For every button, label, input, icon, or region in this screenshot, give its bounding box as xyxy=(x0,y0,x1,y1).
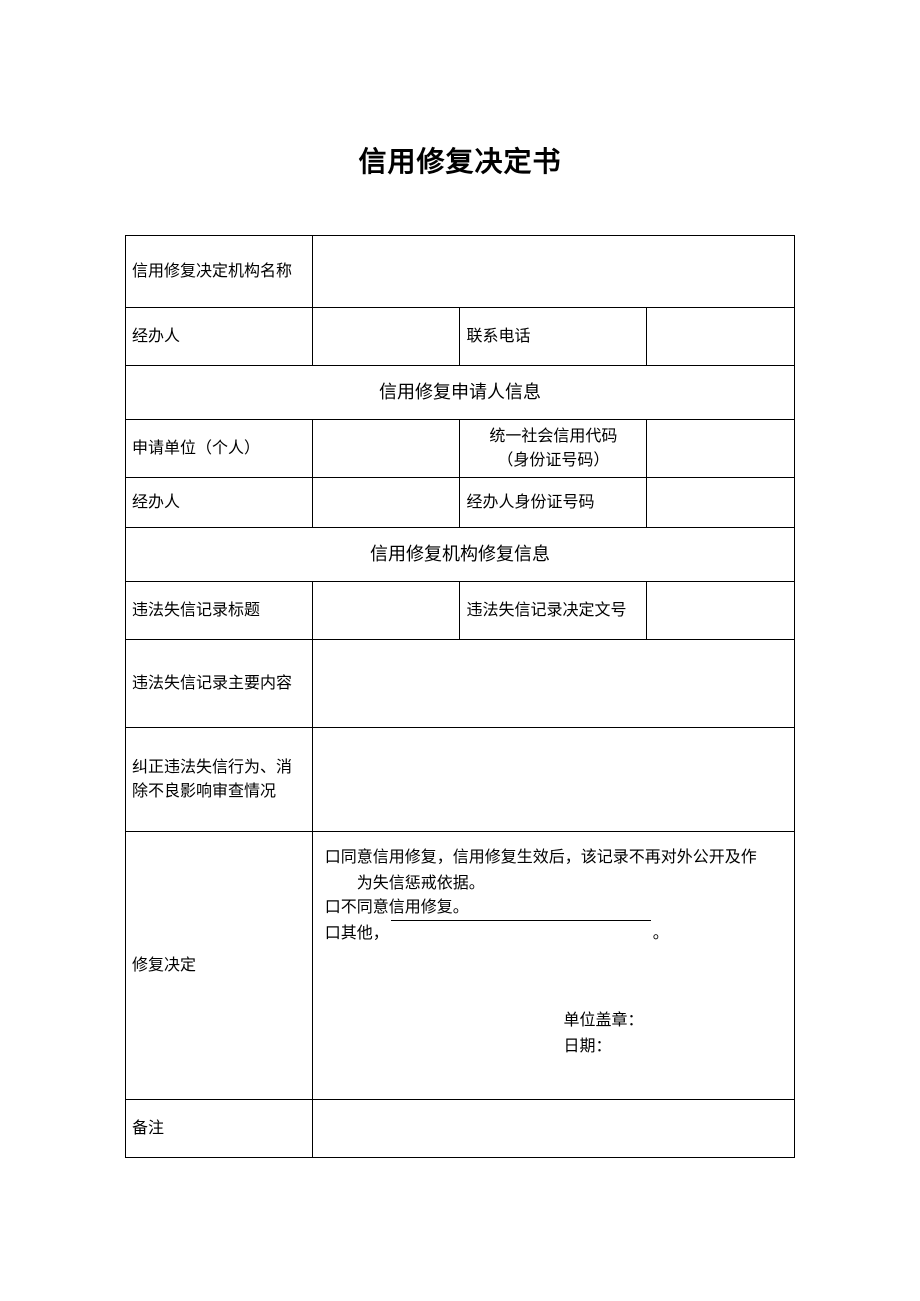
label-record-content: 违法失信记录主要内容 xyxy=(126,640,313,728)
form-table: 信用修复决定机构名称 经办人 联系电话 信用修复申请人信息 申请单位（个人） 统… xyxy=(125,235,795,1158)
label-credit-code-l1: 统一社会信用代码 xyxy=(466,425,640,449)
value-record-content[interactable] xyxy=(312,640,794,728)
value-org-name[interactable] xyxy=(312,236,794,308)
row-app-handler: 经办人 经办人身份证号码 xyxy=(126,478,795,528)
row-decision: 修复决定 口 同意信用修复，信用修复生效后，该记录不再对外公开及作 为失信惩戒依… xyxy=(126,832,795,1100)
opt-other-blank[interactable] xyxy=(391,920,651,921)
value-record-title[interactable] xyxy=(312,582,460,640)
row-handler: 经办人 联系电话 xyxy=(126,308,795,366)
opt-other-suffix: 。 xyxy=(653,922,669,946)
decision-option-agree[interactable]: 口 同意信用修复，信用修复生效后，该记录不再对外公开及作 xyxy=(325,846,784,870)
value-phone[interactable] xyxy=(647,308,795,366)
label-handler: 经办人 xyxy=(126,308,313,366)
value-app-handler[interactable] xyxy=(312,478,460,528)
section-applicant-info: 信用修复申请人信息 xyxy=(126,366,795,420)
stamp-label: 单位盖章： xyxy=(564,1008,784,1034)
checkbox-icon[interactable]: 口 xyxy=(325,922,341,946)
value-decision: 口 同意信用修复，信用修复生效后，该记录不再对外公开及作 为失信惩戒依据。 口 … xyxy=(312,832,794,1100)
document-title: 信用修复决定书 xyxy=(125,140,795,180)
label-credit-code: 统一社会信用代码 （身份证号码） xyxy=(460,420,647,478)
value-remark[interactable] xyxy=(312,1100,794,1158)
stamp-block: 单位盖章： 日期： xyxy=(564,1008,784,1059)
label-phone: 联系电话 xyxy=(460,308,647,366)
label-decision: 修复决定 xyxy=(126,832,313,1100)
section-repair-info: 信用修复机构修复信息 xyxy=(126,528,795,582)
label-record-title: 违法失信记录标题 xyxy=(126,582,313,640)
checkbox-icon[interactable]: 口 xyxy=(325,896,341,920)
label-org-name: 信用修复决定机构名称 xyxy=(126,236,313,308)
value-correction[interactable] xyxy=(312,728,794,832)
value-applicant-unit[interactable] xyxy=(312,420,460,478)
label-remark: 备注 xyxy=(126,1100,313,1158)
row-applicant-unit: 申请单位（个人） 统一社会信用代码 （身份证号码） xyxy=(126,420,795,478)
row-section-repair: 信用修复机构修复信息 xyxy=(126,528,795,582)
date-label: 日期： xyxy=(564,1034,784,1060)
label-correction: 纠正违法失信行为、消除不良影响审查情况 xyxy=(126,728,313,832)
label-credit-code-l2: （身份证号码） xyxy=(466,449,640,473)
opt-agree-text-l2: 为失信惩戒依据。 xyxy=(325,872,784,896)
opt-disagree-text: 不同意信用修复。 xyxy=(341,896,784,920)
row-record-content: 违法失信记录主要内容 xyxy=(126,640,795,728)
value-credit-code[interactable] xyxy=(647,420,795,478)
label-app-handler: 经办人 xyxy=(126,478,313,528)
decision-option-other[interactable]: 口 其他， 。 xyxy=(325,922,784,946)
row-correction: 纠正违法失信行为、消除不良影响审查情况 xyxy=(126,728,795,832)
label-applicant-unit: 申请单位（个人） xyxy=(126,420,313,478)
value-record-doc[interactable] xyxy=(647,582,795,640)
row-record-title: 违法失信记录标题 违法失信记录决定文号 xyxy=(126,582,795,640)
decision-option-disagree[interactable]: 口 不同意信用修复。 xyxy=(325,896,784,920)
value-handler[interactable] xyxy=(312,308,460,366)
row-org-name: 信用修复决定机构名称 xyxy=(126,236,795,308)
opt-other-prefix: 其他， xyxy=(341,922,389,946)
opt-agree-text-l1: 同意信用修复，信用修复生效后，该记录不再对外公开及作 xyxy=(341,846,784,870)
label-app-handler-id: 经办人身份证号码 xyxy=(460,478,647,528)
checkbox-icon[interactable]: 口 xyxy=(325,846,341,870)
row-section-applicant: 信用修复申请人信息 xyxy=(126,366,795,420)
label-record-doc: 违法失信记录决定文号 xyxy=(460,582,647,640)
value-app-handler-id[interactable] xyxy=(647,478,795,528)
row-remark: 备注 xyxy=(126,1100,795,1158)
